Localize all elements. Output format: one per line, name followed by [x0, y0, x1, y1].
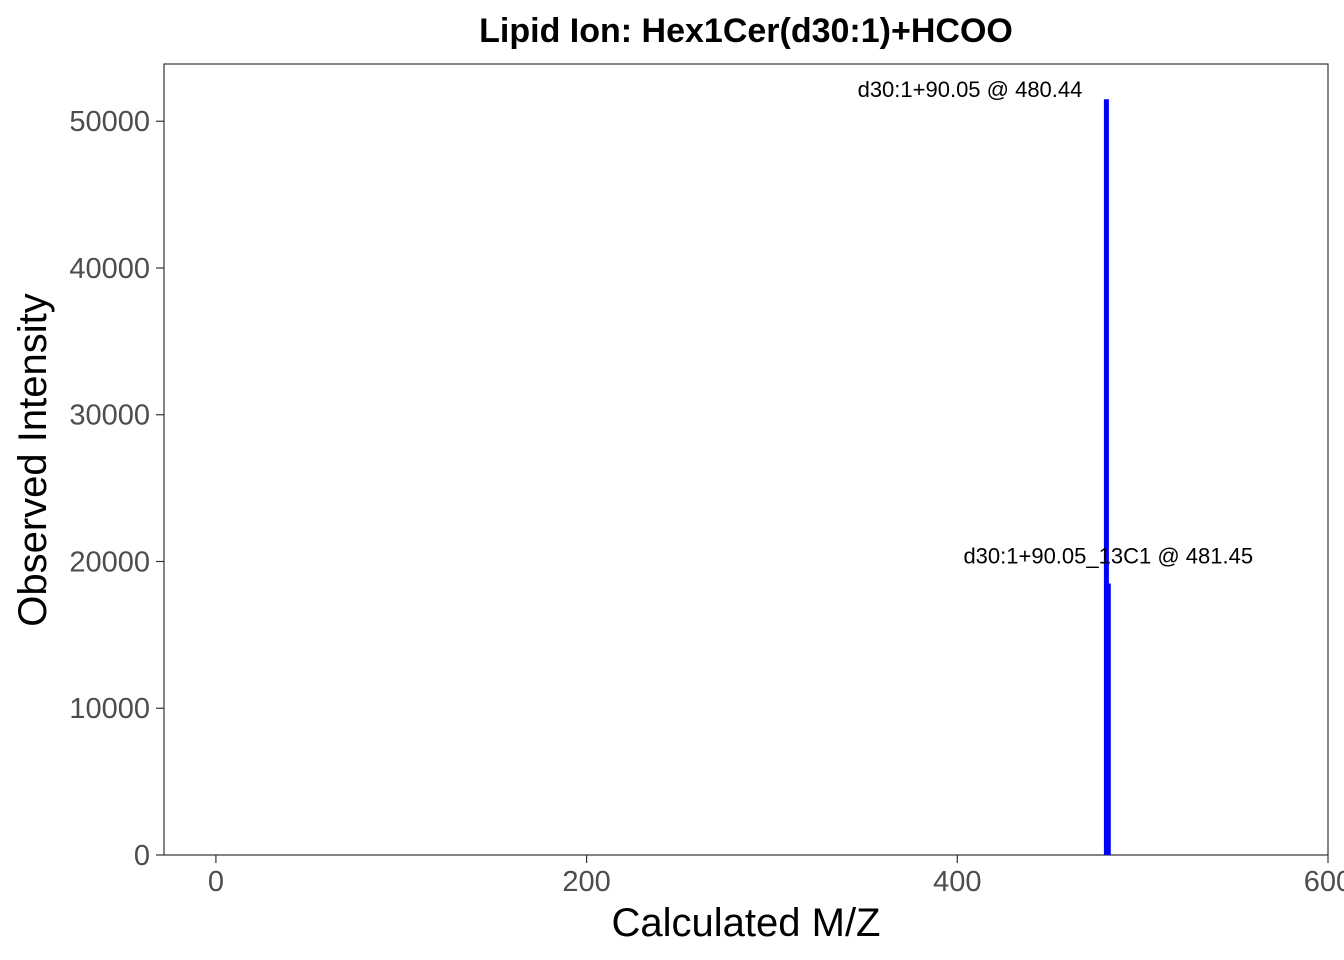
y-tick-label: 10000 [69, 693, 150, 725]
y-tick-label: 20000 [69, 546, 150, 578]
x-axis-title: Calculated M/Z [612, 901, 881, 945]
y-axis-title: Observed Intensity [11, 293, 55, 627]
peak-label: d30:1+90.05 @ 480.44 [858, 77, 1083, 102]
x-axis: 0 200 400 600 [208, 855, 1344, 898]
chart-title: Lipid Ion: Hex1Cer(d30:1)+HCOO [479, 12, 1013, 50]
x-tick-label: 0 [208, 866, 224, 898]
bar-group [1103, 99, 1111, 856]
peak-bar [1105, 583, 1111, 855]
x-tick-label: 600 [1304, 866, 1344, 898]
y-tick-label: 50000 [69, 106, 150, 138]
plot-panel [163, 63, 1329, 856]
peak-bar [1103, 99, 1109, 856]
y-tick-label: 40000 [69, 253, 150, 285]
annotation-group: d30:1+90.05 @ 480.44 d30:1+90.05_13C1 @ 4… [858, 77, 1254, 568]
y-tick-label: 30000 [69, 400, 150, 432]
x-tick-label: 400 [933, 866, 981, 898]
peak-label: d30:1+90.05_13C1 @ 481.45 [963, 544, 1253, 569]
y-axis: 0 10000 20000 30000 40000 50000 [69, 106, 164, 872]
x-tick-label: 200 [562, 866, 610, 898]
y-tick-label: 0 [134, 840, 150, 872]
